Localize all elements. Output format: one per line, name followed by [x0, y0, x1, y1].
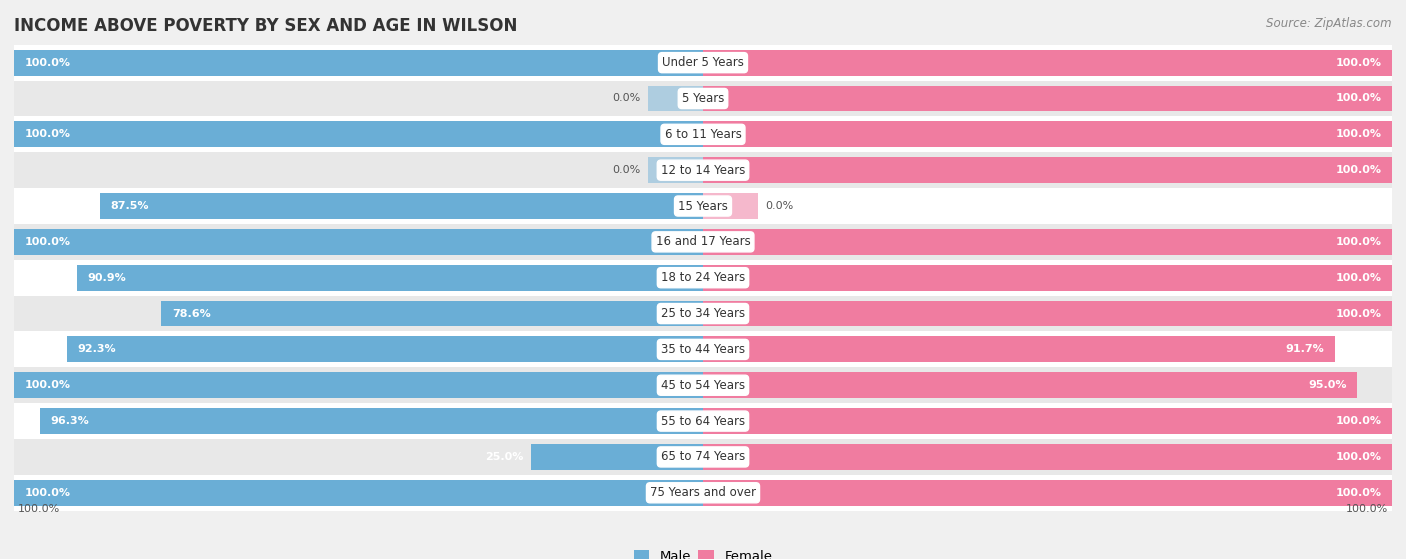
Bar: [14, 121, 703, 147]
Text: 25 to 34 Years: 25 to 34 Years: [661, 307, 745, 320]
Text: 100.0%: 100.0%: [1336, 273, 1382, 283]
Text: 91.7%: 91.7%: [1285, 344, 1324, 354]
Bar: [703, 265, 1392, 291]
Bar: [14, 331, 1392, 367]
Bar: [14, 45, 1392, 80]
Bar: [14, 260, 1392, 296]
Text: 0.0%: 0.0%: [765, 201, 793, 211]
Bar: [703, 337, 1334, 362]
Text: 100.0%: 100.0%: [1336, 129, 1382, 139]
Bar: [14, 296, 1392, 331]
Text: 100.0%: 100.0%: [24, 58, 70, 68]
Text: Under 5 Years: Under 5 Years: [662, 56, 744, 69]
Text: 100.0%: 100.0%: [1336, 452, 1382, 462]
Bar: [14, 80, 1392, 116]
Bar: [100, 193, 703, 219]
Text: 12 to 14 Years: 12 to 14 Years: [661, 164, 745, 177]
Text: 15 Years: 15 Years: [678, 200, 728, 212]
Bar: [703, 301, 1392, 326]
Text: 100.0%: 100.0%: [1336, 93, 1382, 103]
Bar: [39, 408, 703, 434]
Bar: [648, 157, 703, 183]
Bar: [703, 86, 1392, 111]
Text: 90.9%: 90.9%: [87, 273, 127, 283]
Text: 100.0%: 100.0%: [24, 488, 70, 498]
Text: 0.0%: 0.0%: [613, 93, 641, 103]
Text: 100.0%: 100.0%: [1336, 416, 1382, 426]
Bar: [14, 480, 703, 506]
Bar: [703, 193, 758, 219]
Text: 100.0%: 100.0%: [1336, 488, 1382, 498]
Text: 100.0%: 100.0%: [24, 380, 70, 390]
Text: 92.3%: 92.3%: [77, 344, 117, 354]
Bar: [703, 157, 1392, 183]
Bar: [648, 86, 703, 111]
Text: 18 to 24 Years: 18 to 24 Years: [661, 271, 745, 284]
Bar: [703, 372, 1358, 398]
Text: 45 to 54 Years: 45 to 54 Years: [661, 379, 745, 392]
Text: 100.0%: 100.0%: [1336, 165, 1382, 175]
Bar: [703, 121, 1392, 147]
Bar: [14, 372, 703, 398]
Text: 100.0%: 100.0%: [1336, 237, 1382, 247]
Bar: [531, 444, 703, 470]
Text: 75 Years and over: 75 Years and over: [650, 486, 756, 499]
Text: 6 to 11 Years: 6 to 11 Years: [665, 128, 741, 141]
Bar: [703, 229, 1392, 255]
Text: 100.0%: 100.0%: [24, 237, 70, 247]
Text: 100.0%: 100.0%: [1347, 504, 1389, 514]
Text: 5 Years: 5 Years: [682, 92, 724, 105]
Text: 0.0%: 0.0%: [613, 165, 641, 175]
Text: 87.5%: 87.5%: [111, 201, 149, 211]
Text: 16 and 17 Years: 16 and 17 Years: [655, 235, 751, 248]
Text: 65 to 74 Years: 65 to 74 Years: [661, 451, 745, 463]
Text: 25.0%: 25.0%: [485, 452, 524, 462]
Text: 100.0%: 100.0%: [24, 129, 70, 139]
Bar: [703, 444, 1392, 470]
Bar: [67, 337, 703, 362]
Bar: [14, 224, 1392, 260]
Text: Source: ZipAtlas.com: Source: ZipAtlas.com: [1267, 17, 1392, 30]
Bar: [703, 480, 1392, 506]
Bar: [14, 50, 703, 75]
Bar: [77, 265, 703, 291]
Bar: [703, 408, 1392, 434]
Text: 95.0%: 95.0%: [1309, 380, 1347, 390]
Text: 78.6%: 78.6%: [172, 309, 211, 319]
Text: 100.0%: 100.0%: [1336, 309, 1382, 319]
Text: 100.0%: 100.0%: [17, 504, 59, 514]
Bar: [14, 188, 1392, 224]
Bar: [14, 229, 703, 255]
Text: 55 to 64 Years: 55 to 64 Years: [661, 415, 745, 428]
Bar: [14, 152, 1392, 188]
Text: 96.3%: 96.3%: [49, 416, 89, 426]
Bar: [14, 403, 1392, 439]
Legend: Male, Female: Male, Female: [628, 545, 778, 559]
Bar: [14, 367, 1392, 403]
Text: INCOME ABOVE POVERTY BY SEX AND AGE IN WILSON: INCOME ABOVE POVERTY BY SEX AND AGE IN W…: [14, 17, 517, 35]
Bar: [162, 301, 703, 326]
Text: 100.0%: 100.0%: [1336, 58, 1382, 68]
Bar: [14, 116, 1392, 152]
Bar: [14, 439, 1392, 475]
Bar: [703, 50, 1392, 75]
Bar: [14, 475, 1392, 511]
Text: 35 to 44 Years: 35 to 44 Years: [661, 343, 745, 356]
